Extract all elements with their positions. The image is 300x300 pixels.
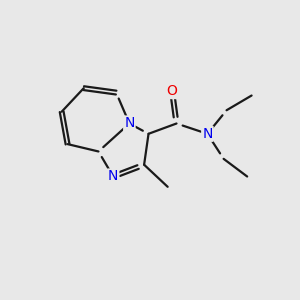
Text: N: N [124, 116, 135, 130]
Text: O: O [167, 84, 178, 98]
Text: N: N [108, 169, 119, 184]
Text: N: N [202, 127, 213, 141]
